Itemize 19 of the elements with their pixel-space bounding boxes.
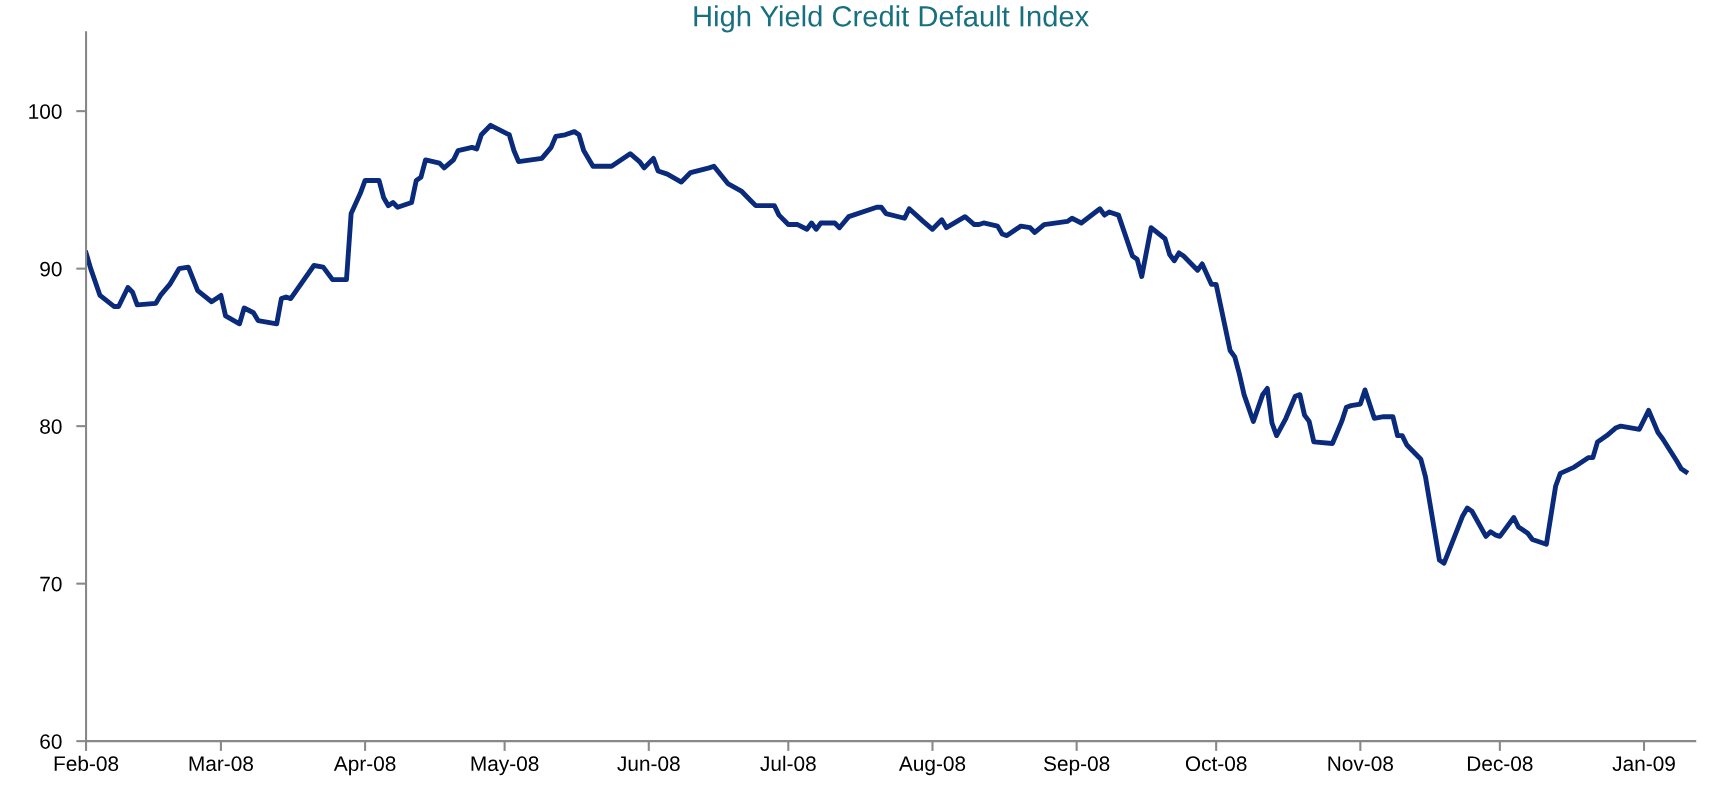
x-tick-label: Apr-08 xyxy=(333,756,396,776)
x-tick-label: Aug-08 xyxy=(898,756,966,776)
x-tick-label: Sep-08 xyxy=(1044,756,1110,776)
x-tick-label: Jul-08 xyxy=(760,755,816,772)
x-tick-label: Feb-08 xyxy=(54,755,119,772)
x-tick-label: Nov-08 xyxy=(1328,756,1394,772)
line-series xyxy=(86,122,1689,566)
x-tick-label: Oct-08 xyxy=(1185,756,1247,772)
y-tick-label: 60 xyxy=(40,734,62,749)
chart-title: High Yield Credit Default Index xyxy=(694,5,1089,33)
x-tick-label: Jan-09 xyxy=(1612,756,1675,772)
y-tick-label: 80 xyxy=(40,419,62,434)
x-tick-label: May-08 xyxy=(471,756,539,776)
y-tick-label: 100 xyxy=(29,104,62,119)
x-tick-label: Jun-08 xyxy=(617,756,680,772)
x-tick-label: Mar-08 xyxy=(189,756,254,772)
y-tick-label: 90 xyxy=(40,261,62,277)
x-tick-label: Dec-08 xyxy=(1467,756,1533,772)
y-tick-label: 70 xyxy=(40,576,62,592)
